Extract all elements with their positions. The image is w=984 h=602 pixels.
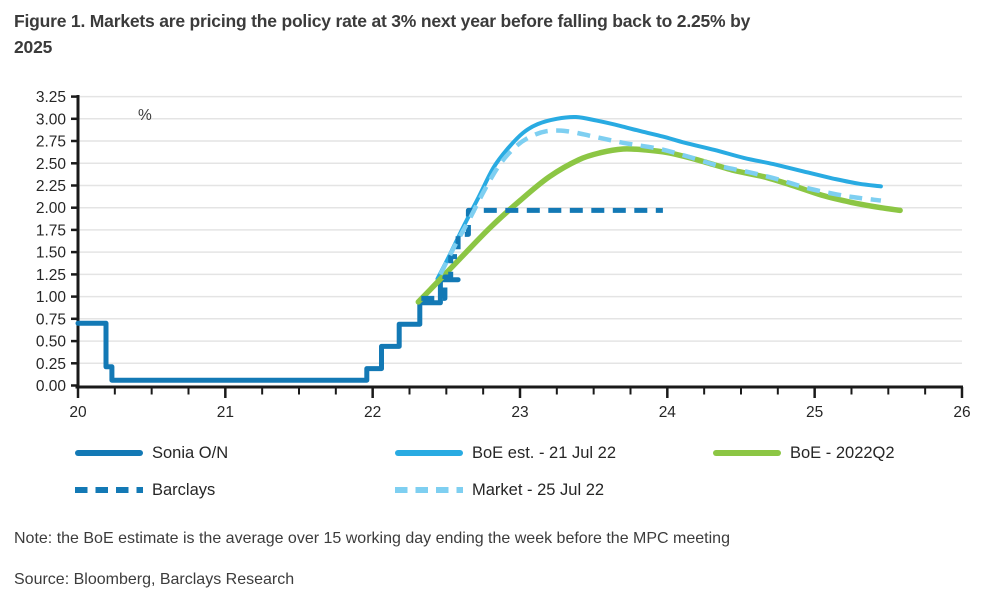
gridlines (78, 95, 962, 365)
figure-title: Figure 1. Markets are pricing the policy… (14, 8, 966, 61)
x-tick-label: 24 (659, 404, 677, 421)
x-tick-label: 20 (69, 404, 87, 421)
x-tick-label: 26 (953, 404, 970, 421)
y-axis-ticks: 0.00 0.25 0.50 0.75 1.00 1.25 1.50 1.75 2.00 2.25… (36, 89, 78, 395)
y-tick-label: 0.50 (36, 334, 67, 351)
percent-unit-label: % (138, 107, 152, 124)
legend-swatch-market-25-jul-22 (395, 487, 463, 493)
x-axis-ticks: 20 21 22 23 24 25 26 (69, 387, 971, 421)
series-barclays-line (421, 207, 663, 301)
series-boe-2022q2-line (415, 146, 903, 305)
legend-item-market-25-jul-22: Market - 25 Jul 22 (395, 481, 604, 499)
y-tick-label: 3.25 (36, 89, 66, 106)
legend-label-market-25-jul-22: Market - 25 Jul 22 (472, 480, 605, 499)
y-tick-label: 0.25 (36, 356, 66, 373)
x-tick-label: 23 (511, 404, 528, 421)
y-tick-label: 1.75 (36, 222, 66, 239)
legend-swatch-sonia-o-n (75, 450, 143, 456)
source-text: Source: Bloomberg, Barclays Research (14, 571, 295, 588)
x-tick-label: 22 (364, 404, 381, 421)
legend-item-boe-est-21-jul-22: BoE est. - 21 Jul 22 (395, 444, 616, 462)
series-boe-est-21-jul-22-line (435, 114, 883, 281)
series-sonia-o-n-line (75, 277, 461, 383)
x-tick-label: 21 (217, 404, 234, 421)
legend-swatch-boe-2022q2 (713, 450, 781, 456)
series-lines (75, 114, 903, 383)
legend-item-barclays: Barclays (75, 481, 215, 499)
legend-label-sonia-o-n: Sonia O/N (152, 443, 229, 462)
y-tick-label: 2.75 (36, 134, 66, 151)
note-text: Note: the BoE estimate is the average ov… (14, 530, 730, 547)
y-tick-label: 1.00 (36, 289, 67, 306)
y-tick-label: 1.25 (36, 267, 66, 284)
legend-item-sonia-o-n: Sonia O/N (75, 444, 228, 462)
x-tick-label: 25 (806, 404, 823, 421)
legend-swatch-barclays (75, 487, 143, 493)
policy-rate-chart: 0.00 0.25 0.50 0.75 1.00 1.25 1.50 1.75 2.00 2.25… (36, 89, 971, 421)
legend-label-boe-est-21-jul-22: BoE est. - 21 Jul 22 (472, 443, 616, 462)
legend-swatch-boe-est-21-jul-22 (395, 450, 463, 456)
legend-item-boe-2022q2: BoE - 2022Q2 (713, 444, 895, 462)
y-tick-label: 2.50 (36, 156, 67, 173)
y-tick-label: 0.75 (36, 311, 66, 328)
figure-title-line1: Figure 1. Markets are pricing the policy… (14, 11, 751, 31)
y-tick-label: 2.00 (36, 200, 67, 217)
series-market-25-jul-22-line (438, 128, 882, 276)
y-tick-label: 3.00 (36, 111, 67, 128)
legend-label-barclays: Barclays (152, 480, 216, 499)
figure-title-line2: 2025 (14, 37, 53, 58)
y-tick-label: 0.00 (36, 378, 67, 395)
y-tick-label: 2.25 (36, 178, 66, 195)
legend-label-boe-2022q2: BoE - 2022Q2 (790, 443, 895, 462)
y-tick-label: 1.50 (36, 245, 67, 262)
